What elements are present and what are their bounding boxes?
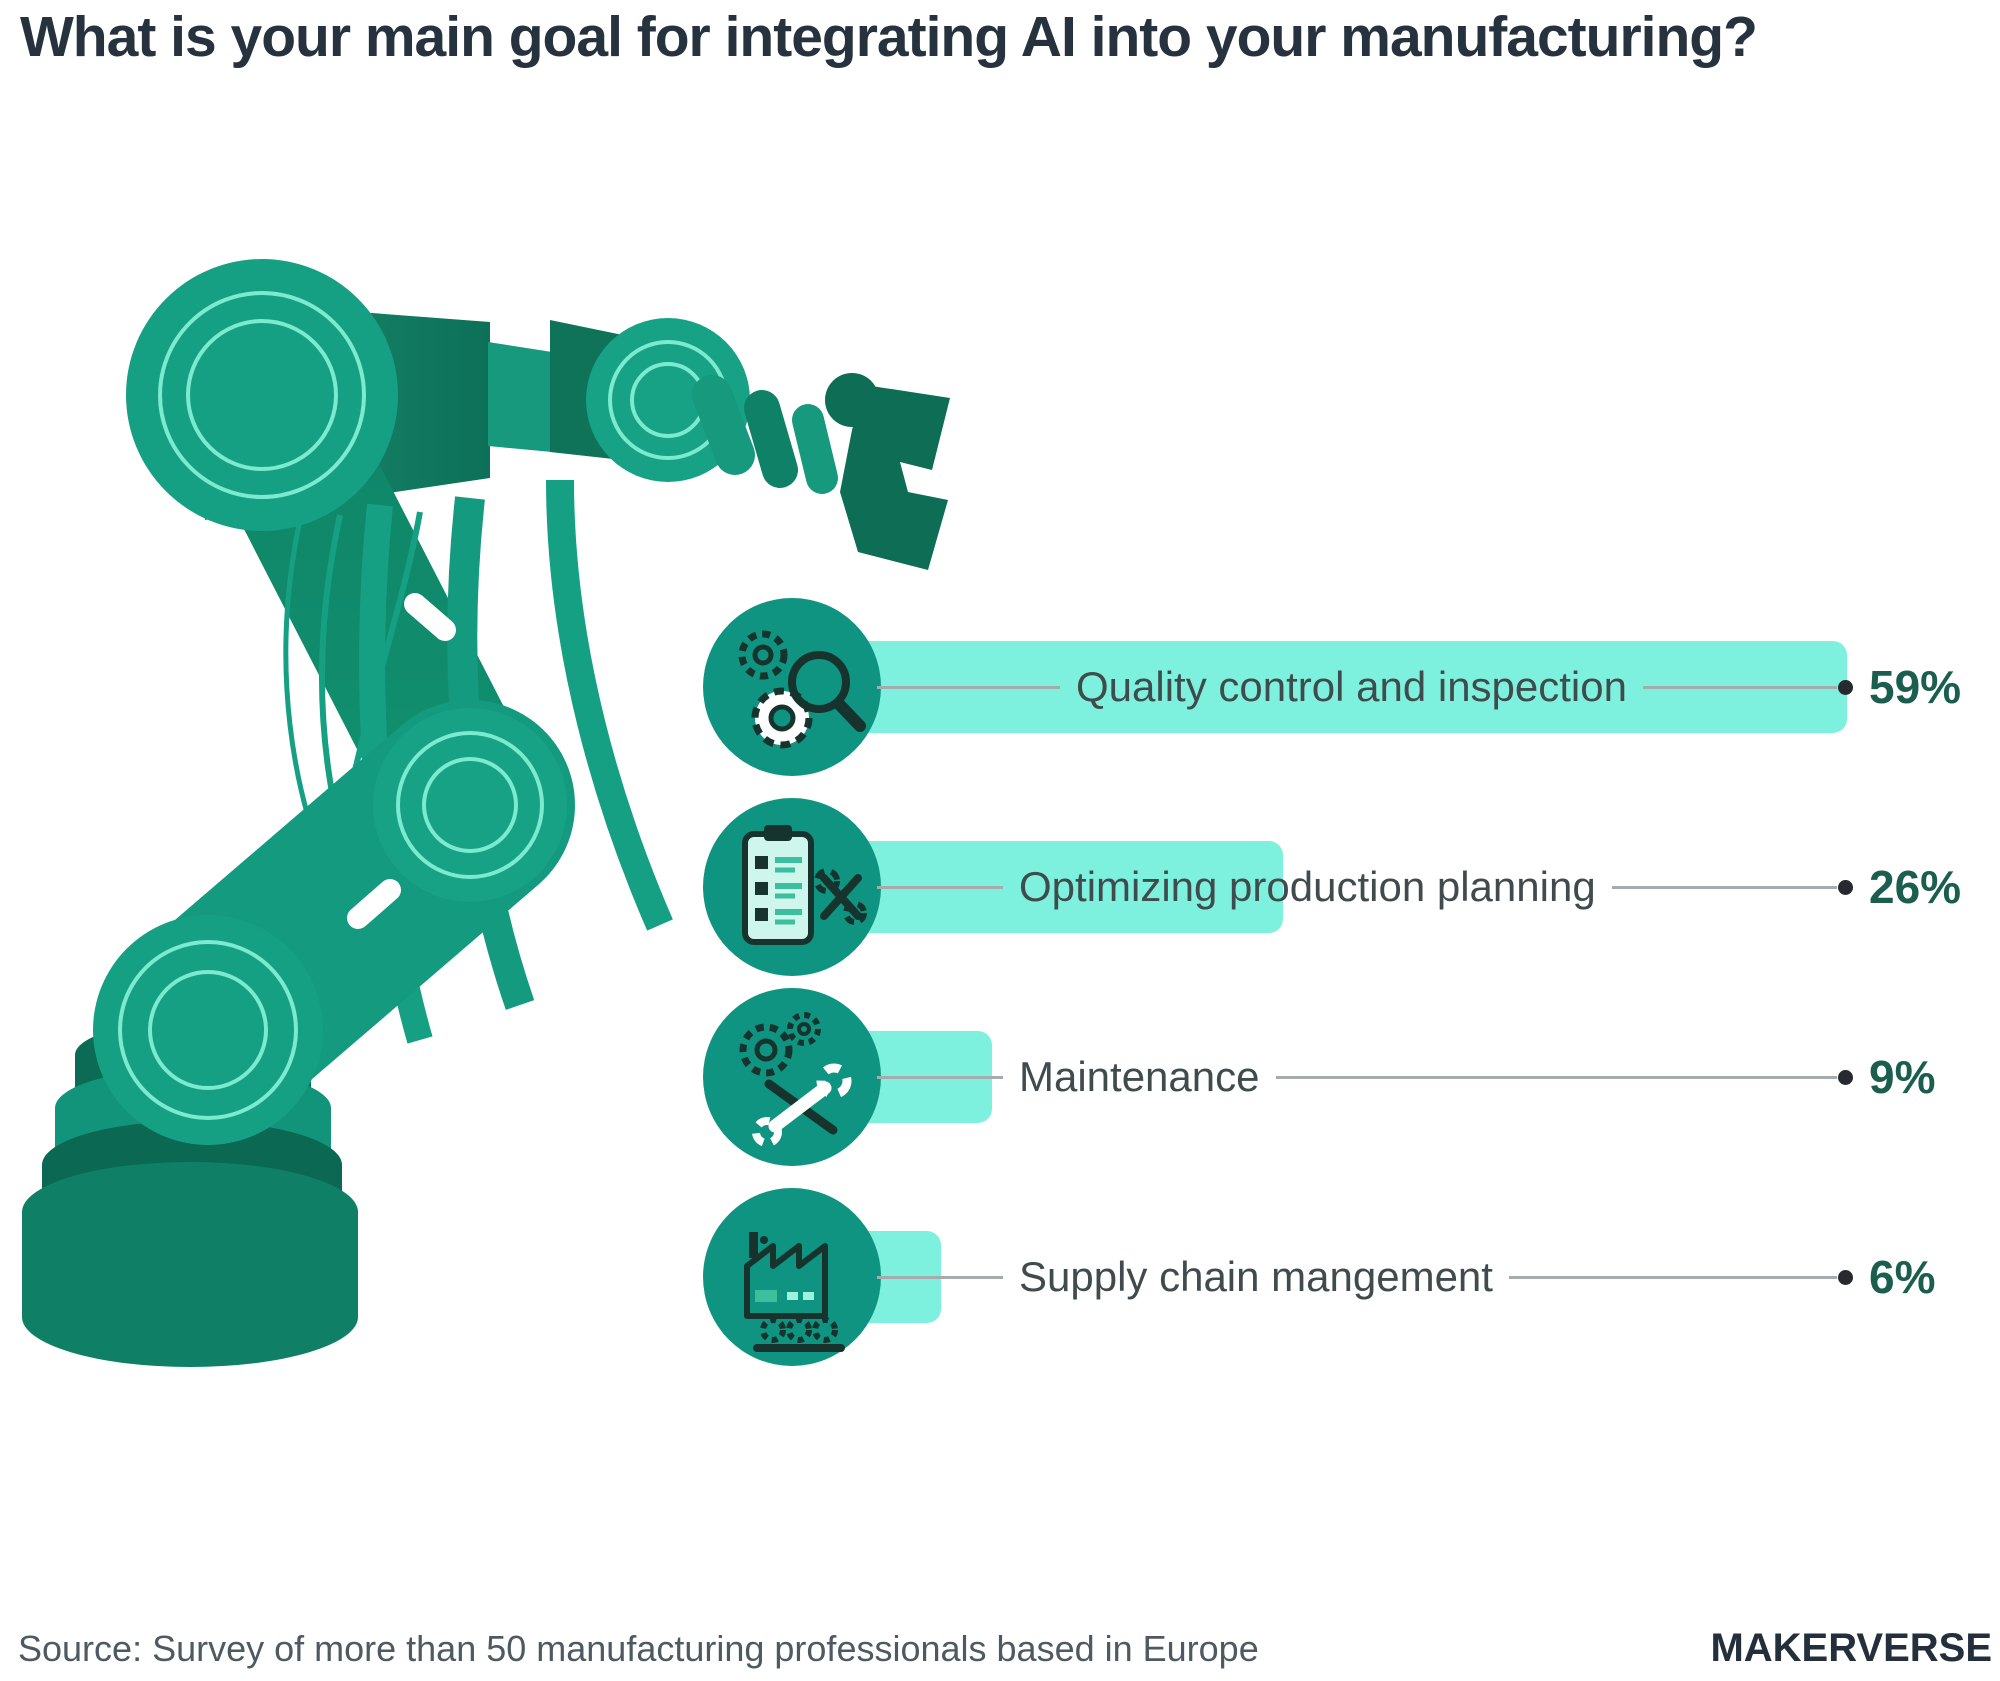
chart-row-maintenance: Maintenance 9% <box>703 988 2000 1166</box>
dot-marker <box>1838 1069 1853 1085</box>
production-planning-icon <box>703 798 881 976</box>
leader-line <box>1611 885 1837 889</box>
bar-label: Quality control and inspection <box>1076 663 1627 710</box>
chart-row-supply-chain: Supply chain mangement 6% <box>703 1188 2000 1366</box>
value-label: 6% <box>1869 1251 1936 1303</box>
page-title: What is your main goal for integrating A… <box>20 5 1758 69</box>
leader-line <box>1508 1275 1837 1279</box>
bar-label: Maintenance <box>1019 1053 1260 1100</box>
dot-marker <box>1838 679 1853 695</box>
dot-marker <box>1838 879 1853 895</box>
quality-control-inspection-icon <box>703 598 881 776</box>
leader: Supply chain mangement 6% <box>877 1188 1989 1366</box>
bar-label: Optimizing production planning <box>1019 863 1596 910</box>
leader: Optimizing production planning 26% <box>877 798 1989 976</box>
leader-line <box>877 685 1060 689</box>
source-note: Source: Survey of more than 50 manufactu… <box>18 1628 1259 1669</box>
leader: Maintenance 9% <box>877 988 1989 1166</box>
maintenance-icon <box>703 988 881 1166</box>
leader-line <box>877 1075 1003 1079</box>
dot-marker <box>1838 1269 1853 1285</box>
chart-row-production-planning: Optimizing production planning 26% <box>703 798 2000 976</box>
leader-line <box>1275 1075 1837 1079</box>
supply-chain-icon <box>703 1188 881 1366</box>
leader-line <box>1642 685 1837 689</box>
value-label: 26% <box>1869 861 1962 913</box>
chart-row-quality-control: Quality control and inspection 59% <box>703 598 2000 776</box>
leader-line <box>877 885 1003 889</box>
bar-label: Supply chain mangement <box>1019 1253 1493 1300</box>
value-label: 9% <box>1869 1051 1936 1103</box>
value-label: 59% <box>1869 661 1962 713</box>
leader-line <box>877 1275 1003 1279</box>
robot-arm-illustration <box>22 259 950 1367</box>
leader: Quality control and inspection 59% <box>877 598 1989 776</box>
brand-logo: MAKERVERSE <box>1710 1626 1992 1670</box>
